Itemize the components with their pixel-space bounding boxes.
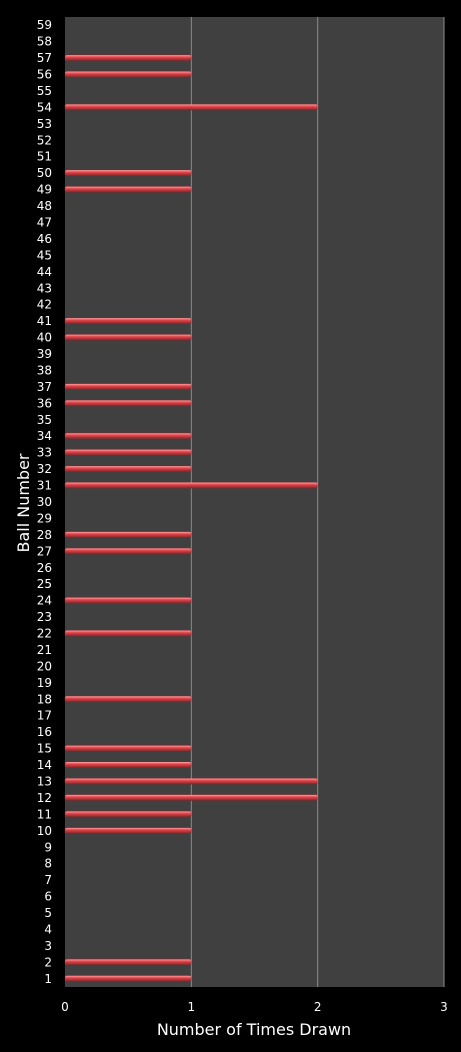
y-tick-label: 39 <box>37 347 52 361</box>
bar-ball-56 <box>65 71 192 78</box>
y-tick-label: 6 <box>44 890 52 904</box>
y-tick-label: 58 <box>37 35 52 49</box>
bar-ball-54 <box>65 104 318 111</box>
y-tick-label: 54 <box>37 100 52 114</box>
y-tick-label: 3 <box>44 939 52 953</box>
bar-ball-34 <box>65 433 192 440</box>
x-axis-title: Number of Times Drawn <box>157 1020 351 1039</box>
bar-ball-14 <box>65 762 192 769</box>
y-tick-label: 4 <box>44 922 52 936</box>
y-tick-label: 29 <box>37 511 52 525</box>
bar-ball-12 <box>65 794 318 801</box>
bar-ball-57 <box>65 55 192 62</box>
y-tick-label: 35 <box>37 413 52 427</box>
bar-ball-15 <box>65 745 192 752</box>
y-tick-label: 50 <box>37 166 52 180</box>
y-tick-label: 36 <box>37 396 52 410</box>
y-tick-label: 57 <box>37 51 52 65</box>
bar-ball-32 <box>65 466 192 473</box>
bar-ball-28 <box>65 531 192 538</box>
y-tick-label: 12 <box>37 791 52 805</box>
bar-ball-33 <box>65 449 192 456</box>
y-tick-label: 48 <box>37 199 52 213</box>
bar-ball-24 <box>65 597 192 604</box>
y-tick-label: 37 <box>37 380 52 394</box>
bar-ball-1 <box>65 975 192 982</box>
y-tick-label: 2 <box>44 955 52 969</box>
bar-ball-13 <box>65 778 318 785</box>
y-tick-label: 38 <box>37 363 52 377</box>
y-tick-label: 5 <box>44 906 52 920</box>
y-tick-label: 8 <box>44 857 52 871</box>
y-tick-label: 14 <box>37 758 52 772</box>
y-tick-label: 22 <box>37 627 52 641</box>
bar-ball-27 <box>65 548 192 555</box>
bar-ball-36 <box>65 400 192 407</box>
y-tick-label: 56 <box>37 68 52 82</box>
x-tick-label: 3 <box>440 1000 448 1014</box>
bar-ball-10 <box>65 827 192 834</box>
y-axis-title: Ball Number <box>14 453 33 552</box>
y-tick-label: 30 <box>37 495 52 509</box>
bar-ball-40 <box>65 334 192 341</box>
y-tick-label: 16 <box>37 725 52 739</box>
bar-ball-31 <box>65 482 318 489</box>
y-tick-label: 32 <box>37 462 52 476</box>
x-tick-label: 2 <box>314 1000 322 1014</box>
bar-ball-41 <box>65 318 192 325</box>
y-tick-label: 17 <box>37 709 52 723</box>
y-tick-label: 13 <box>37 774 52 788</box>
bar-ball-37 <box>65 383 192 390</box>
y-tick-label: 28 <box>37 528 52 542</box>
y-tick-label: 19 <box>37 676 52 690</box>
y-tick-label: 15 <box>37 742 52 756</box>
x-tick-label: 0 <box>61 1000 69 1014</box>
y-tick-label: 45 <box>37 248 52 262</box>
y-tick-label: 44 <box>37 265 52 279</box>
x-tick-label: 1 <box>188 1000 196 1014</box>
y-tick-label: 53 <box>37 117 52 131</box>
y-tick-label: 41 <box>37 314 52 328</box>
plot-area <box>65 17 444 987</box>
y-tick-label: 9 <box>44 840 52 854</box>
y-tick-label: 11 <box>37 807 52 821</box>
y-tick-label: 47 <box>37 216 52 230</box>
y-tick-label: 25 <box>37 577 52 591</box>
bar-ball-50 <box>65 170 192 177</box>
y-tick-label: 31 <box>37 479 52 493</box>
y-tick-label: 51 <box>37 150 52 164</box>
bar-ball-2 <box>65 959 192 966</box>
y-tick-label: 1 <box>44 972 52 986</box>
y-tick-label: 55 <box>37 84 52 98</box>
y-tick-label: 21 <box>37 643 52 657</box>
y-tick-label: 7 <box>44 873 52 887</box>
bar-ball-22 <box>65 630 192 637</box>
y-tick-label: 26 <box>37 561 52 575</box>
bar-ball-49 <box>65 186 192 193</box>
bar-ball-11 <box>65 811 192 818</box>
y-tick-label: 20 <box>37 659 52 673</box>
y-tick-label: 59 <box>37 18 52 32</box>
bar-ball-18 <box>65 696 192 703</box>
y-tick-label: 46 <box>37 232 52 246</box>
gridlines <box>190 17 445 987</box>
y-tick-label: 18 <box>37 692 52 706</box>
x-axis-tick-labels: 0 1 2 3 <box>61 1000 448 1014</box>
y-tick-label: 40 <box>37 331 52 345</box>
y-tick-label: 43 <box>37 281 52 295</box>
y-tick-label: 52 <box>37 133 52 147</box>
y-tick-label: 42 <box>37 298 52 312</box>
y-tick-label: 23 <box>37 610 52 624</box>
y-tick-label: 10 <box>37 824 52 838</box>
y-axis-tick-labels: 1234567891011121314151617181920212223242… <box>37 18 52 986</box>
y-tick-label: 49 <box>37 183 52 197</box>
y-tick-label: 27 <box>37 544 52 558</box>
bar-series <box>65 55 318 982</box>
y-tick-label: 34 <box>37 429 52 443</box>
y-tick-label: 24 <box>37 594 52 608</box>
y-tick-label: 33 <box>37 446 52 460</box>
